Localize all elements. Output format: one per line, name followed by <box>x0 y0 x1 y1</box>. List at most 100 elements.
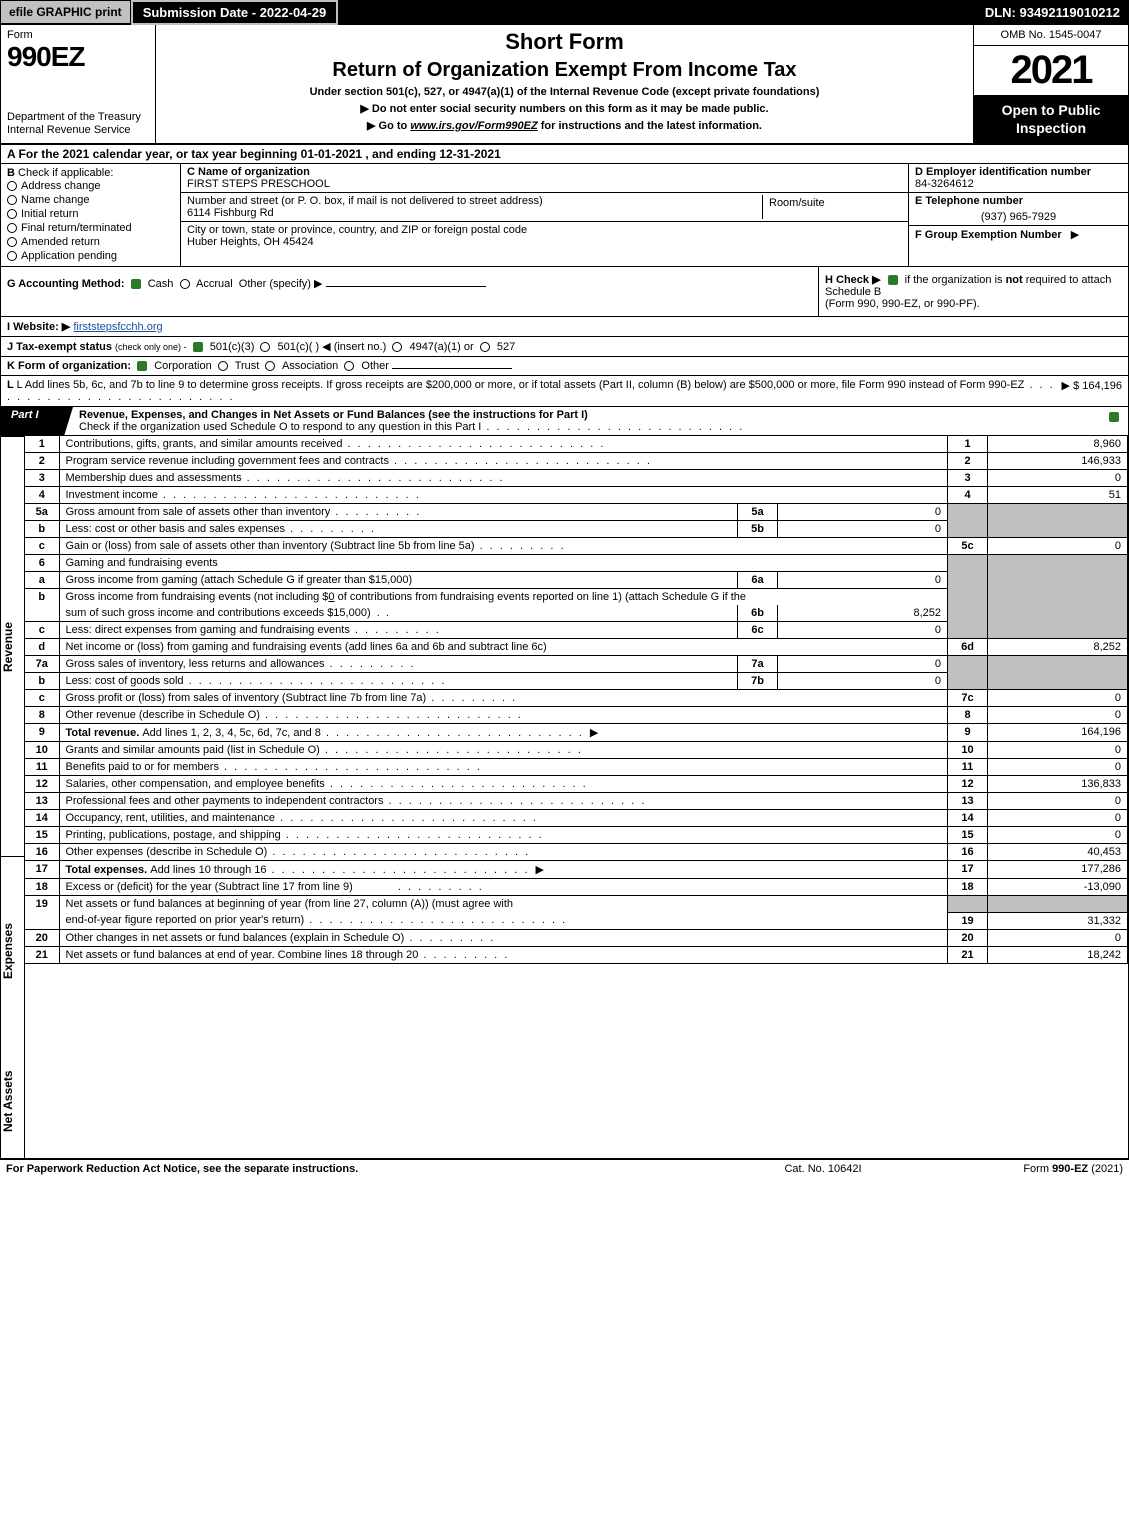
line-11: 11Benefits paid to or for members110 <box>25 759 1128 776</box>
short-form-title: Short Form <box>164 29 965 55</box>
city-label: City or town, state or province, country… <box>187 224 902 236</box>
ein: 84-3264612 <box>915 178 1122 190</box>
row-K-form-org: K Form of organization: Corporation Trus… <box>1 357 1128 376</box>
lines-table: 1Contributions, gifts, grants, and simil… <box>25 436 1128 964</box>
row-I-website: I Website: ▶ firststepsfcchh.org <box>1 317 1128 337</box>
under-section: Under section 501(c), 527, or 4947(a)(1)… <box>164 86 965 98</box>
chk-501c3[interactable] <box>193 342 203 352</box>
return-title: Return of Organization Exempt From Incom… <box>164 59 965 82</box>
J-527: 527 <box>497 341 515 353</box>
dln: DLN: 93492119010212 <box>977 2 1128 23</box>
line-13: 13Professional fees and other payments t… <box>25 793 1128 810</box>
line-19b: end-of-year figure reported on prior yea… <box>25 912 1128 929</box>
I-label: I Website: ▶ <box>7 321 70 333</box>
line-6: 6Gaming and fundraising events <box>25 555 1128 572</box>
part-I-title: Revenue, Expenses, and Changes in Net As… <box>73 407 1104 435</box>
room-suite-label: Room/suite <box>762 195 902 219</box>
part-I-check[interactable] <box>1104 407 1128 435</box>
cat-no: Cat. No. 10642I <box>723 1163 923 1175</box>
chk-trust[interactable] <box>218 361 228 371</box>
org-name: FIRST STEPS PRESCHOOL <box>187 178 902 190</box>
omb-number: OMB No. 1545-0047 <box>974 25 1128 46</box>
col-B: B Check if applicable: Address change Na… <box>1 164 181 266</box>
goto-line: ▶ Go to www.irs.gov/Form990EZ for instru… <box>164 119 965 132</box>
department: Department of the Treasury Internal Reve… <box>7 111 149 137</box>
K-trust: Trust <box>235 360 260 372</box>
chk-address-change[interactable]: Address change <box>7 179 174 193</box>
line-20: 20Other changes in net assets or fund ba… <box>25 929 1128 946</box>
row-J-tax-exempt: J Tax-exempt status (check only one) - 5… <box>1 337 1128 357</box>
tax-year: 2021 <box>974 46 1128 96</box>
page-footer: For Paperwork Reduction Act Notice, see … <box>0 1159 1129 1178</box>
no-ssn: ▶ Do not enter social security numbers o… <box>164 102 965 115</box>
chk-application-pending[interactable]: Application pending <box>7 249 174 263</box>
col-C: C Name of organization FIRST STEPS PRESC… <box>181 164 908 266</box>
top-bar: efile GRAPHIC print Submission Date - 20… <box>0 0 1129 24</box>
line-2: 2Program service revenue including gover… <box>25 453 1128 470</box>
C-name-label: C Name of organization <box>187 166 902 178</box>
F-arrow-icon: ▶ <box>1071 229 1079 241</box>
B-label: B <box>7 167 15 179</box>
chk-H[interactable] <box>888 275 898 285</box>
line-21: 21Net assets or fund balances at end of … <box>25 946 1128 963</box>
line-5a: 5aGross amount from sale of assets other… <box>25 504 1128 521</box>
line-19a: 19Net assets or fund balances at beginni… <box>25 896 1128 913</box>
line-7a: 7aGross sales of inventory, less returns… <box>25 656 1128 673</box>
submission-date: Submission Date - 2022-04-29 <box>131 0 339 25</box>
G-accounting: G Accounting Method: Cash Accrual Other … <box>1 267 818 316</box>
line-4: 4Investment income451 <box>25 487 1128 504</box>
telephone: (937) 965-7929 <box>915 207 1122 223</box>
part-I-body: Revenue Expenses Net Assets 1Contributio… <box>1 436 1128 1158</box>
K-label: K Form of organization: <box>7 360 131 372</box>
chk-initial-return[interactable]: Initial return <box>7 207 174 221</box>
J-4947: 4947(a)(1) or <box>409 341 473 353</box>
chk-527[interactable] <box>480 342 490 352</box>
line-3: 3Membership dues and assessments30 <box>25 470 1128 487</box>
side-revenue: Revenue <box>1 436 24 856</box>
row-GH: G Accounting Method: Cash Accrual Other … <box>1 267 1128 317</box>
line-12: 12Salaries, other compensation, and empl… <box>25 776 1128 793</box>
line-17: 17Total expenses. Add lines 10 through 1… <box>25 861 1128 879</box>
H-t2: if the organization is <box>905 274 1006 286</box>
chk-cash[interactable] <box>131 279 141 289</box>
J-501c: 501(c)( ) <box>278 341 320 353</box>
irs-link[interactable]: www.irs.gov/Form990EZ <box>410 120 537 132</box>
chk-name-change[interactable]: Name change <box>7 193 174 207</box>
block-BCDE: B Check if applicable: Address change Na… <box>1 164 1128 267</box>
G-cash: Cash <box>148 278 174 290</box>
street-label: Number and street (or P. O. box, if mail… <box>187 195 762 207</box>
H-check: H Check ▶ <box>825 274 881 286</box>
chk-amended-return[interactable]: Amended return <box>7 235 174 249</box>
E-label: E Telephone number <box>915 195 1122 207</box>
chk-corp[interactable] <box>137 361 147 371</box>
chk-final-return[interactable]: Final return/terminated <box>7 221 174 235</box>
form-number: 990EZ <box>7 41 85 73</box>
chk-4947[interactable] <box>392 342 402 352</box>
D-label: D Employer identification number <box>915 166 1122 178</box>
line-5c: cGain or (loss) from sale of assets othe… <box>25 538 1128 555</box>
side-labels: Revenue Expenses Net Assets <box>1 436 25 1158</box>
form-word: Form <box>7 29 149 41</box>
J-501c3: 501(c)(3) <box>210 341 255 353</box>
form-header: Form 990EZ Department of the Treasury In… <box>1 25 1128 145</box>
part-I-sub: Check if the organization used Schedule … <box>79 421 481 433</box>
form-990ez: Form 990EZ Department of the Treasury In… <box>0 24 1129 1159</box>
part-I-tag: Part I <box>1 407 73 435</box>
L-value: ▶ $ 164,196 <box>1062 379 1122 403</box>
row-A-calendar-year: A For the 2021 calendar year, or tax yea… <box>1 145 1128 164</box>
line-1: 1Contributions, gifts, grants, and simil… <box>25 436 1128 453</box>
line-16: 16Other expenses (describe in Schedule O… <box>25 844 1128 861</box>
J-insert: ◀ (insert no.) <box>322 341 386 353</box>
H-schedule-b: H Check ▶ if the organization is not req… <box>818 267 1128 316</box>
website-link[interactable]: firststepsfcchh.org <box>73 321 162 333</box>
efile-print-button[interactable]: efile GRAPHIC print <box>1 1 132 23</box>
chk-accrual[interactable] <box>180 279 190 289</box>
city-state-zip: Huber Heights, OH 45424 <box>187 236 902 248</box>
H-t4: (Form 990, 990-EZ, or 990-PF). <box>825 298 980 310</box>
chk-501c[interactable] <box>260 342 270 352</box>
line-9: 9Total revenue. Add lines 1, 2, 3, 4, 5c… <box>25 724 1128 742</box>
form-ref: Form 990-EZ (2021) <box>923 1163 1123 1175</box>
row-L-gross: L L Add lines 5b, 6c, and 7b to line 9 t… <box>1 376 1128 407</box>
chk-assoc[interactable] <box>265 361 275 371</box>
chk-other-org[interactable] <box>344 361 354 371</box>
